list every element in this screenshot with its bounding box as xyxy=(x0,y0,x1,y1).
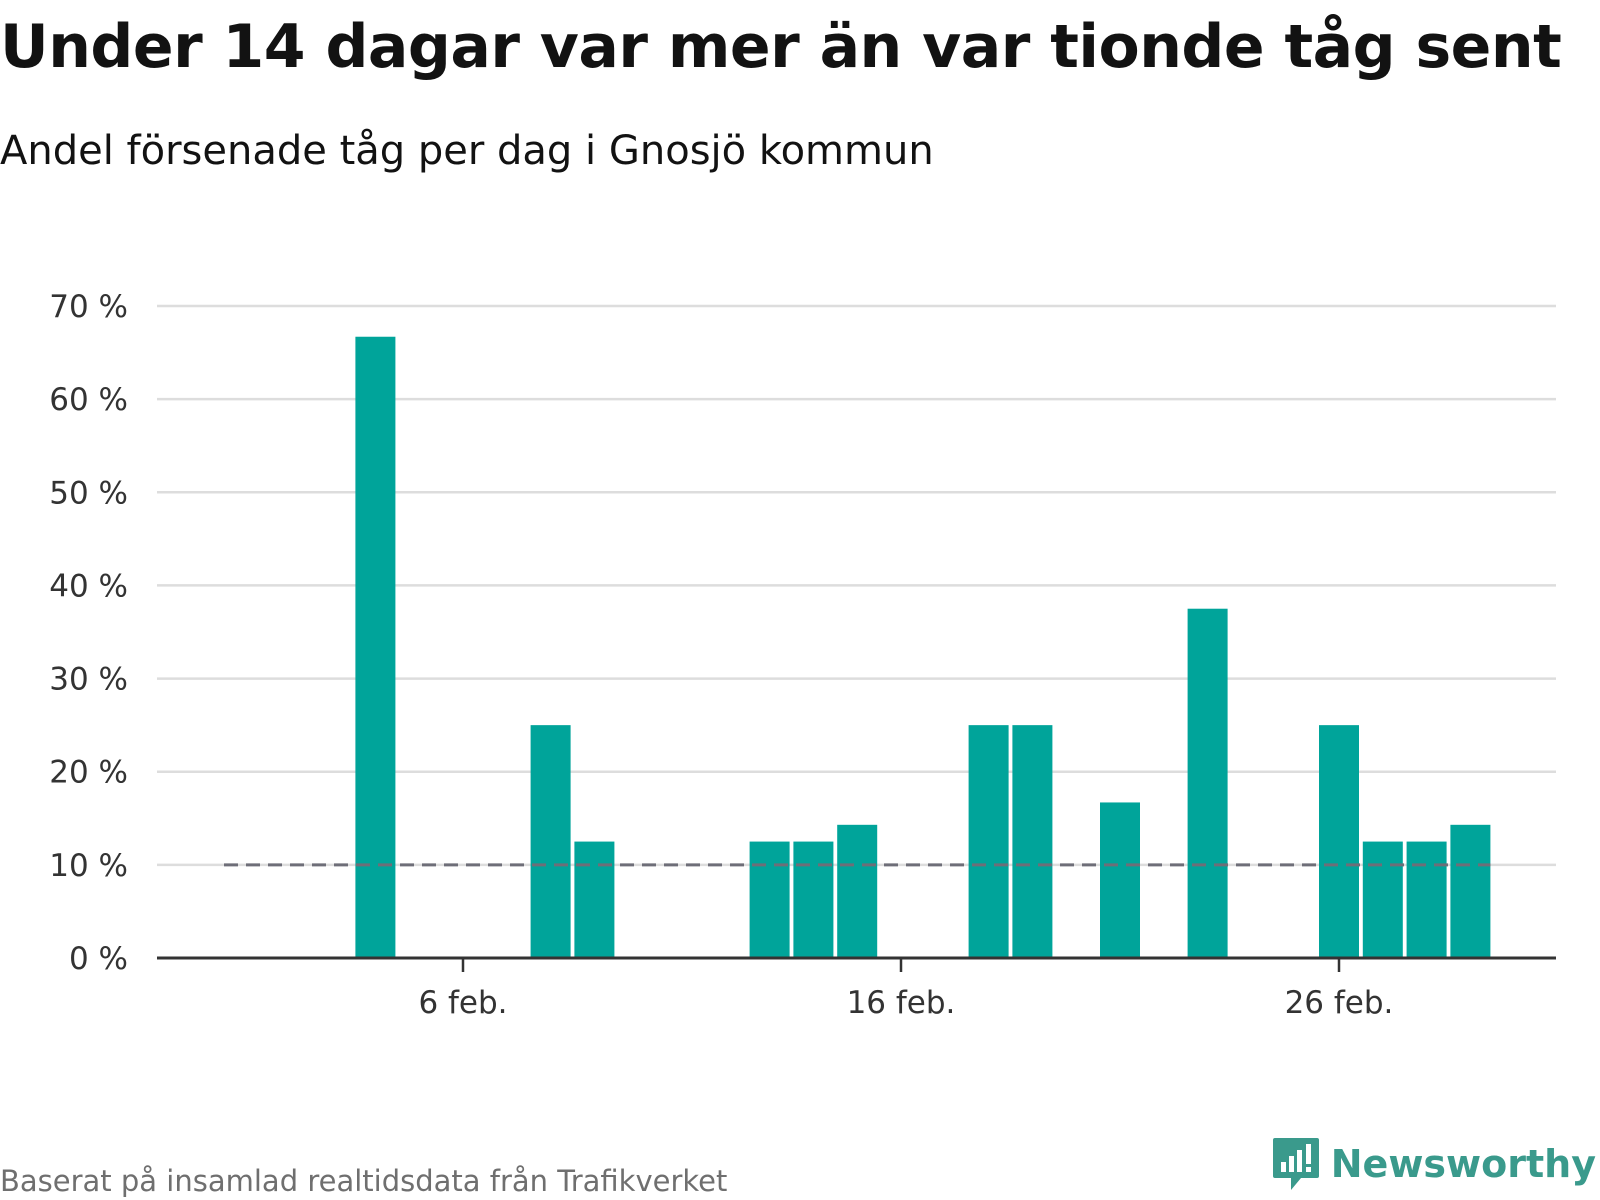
newsworthy-logo-icon xyxy=(1272,1138,1319,1190)
y-axis-ticks: 0 % 10 % 20 % 30 % 40 % 50 % 60 % 70 % xyxy=(49,289,128,977)
bar xyxy=(968,725,1009,958)
source-note: Baserat på insamlad realtidsdata från Tr… xyxy=(0,1164,728,1198)
y-tick-label: 50 % xyxy=(49,475,128,511)
bar xyxy=(793,841,834,958)
bar-chart: 0 % 10 % 20 % 30 % 40 % 50 % 60 % 70 % 6 feb. 16… xyxy=(49,289,1556,1021)
y-tick-label: 10 % xyxy=(49,848,128,884)
chart-subtitle: Andel försenade tåg per dag i Gnosjö kom… xyxy=(0,128,934,174)
x-axis: 6 feb. 16 feb. 26 feb. xyxy=(157,956,1556,1021)
bar xyxy=(574,841,615,958)
bar xyxy=(530,725,571,958)
y-tick-label: 30 % xyxy=(49,662,128,698)
bar xyxy=(1406,841,1447,958)
bar xyxy=(1187,608,1228,958)
x-tick-label: 6 feb. xyxy=(418,985,507,1021)
bar xyxy=(1100,802,1140,958)
y-tick-label: 20 % xyxy=(49,755,128,791)
bar xyxy=(837,824,878,958)
x-tick-label: 16 feb. xyxy=(847,985,956,1021)
bar xyxy=(1362,841,1403,958)
bar xyxy=(355,336,396,958)
bar xyxy=(1012,725,1053,958)
y-tick-label: 40 % xyxy=(49,568,128,604)
bar xyxy=(1319,725,1359,958)
bar xyxy=(749,841,790,958)
bar xyxy=(1450,824,1491,958)
y-tick-label: 70 % xyxy=(49,289,128,325)
bars xyxy=(355,336,1491,958)
y-tick-label: 60 % xyxy=(49,382,128,418)
brand-logo: Newsworthy xyxy=(1271,1136,1596,1192)
y-tick-label: 0 % xyxy=(69,941,128,977)
brand-name: Newsworthy xyxy=(1330,1142,1596,1186)
x-tick-label: 26 feb. xyxy=(1285,985,1394,1021)
chart-title: Under 14 dagar var mer än var tionde tåg… xyxy=(0,12,1562,82)
